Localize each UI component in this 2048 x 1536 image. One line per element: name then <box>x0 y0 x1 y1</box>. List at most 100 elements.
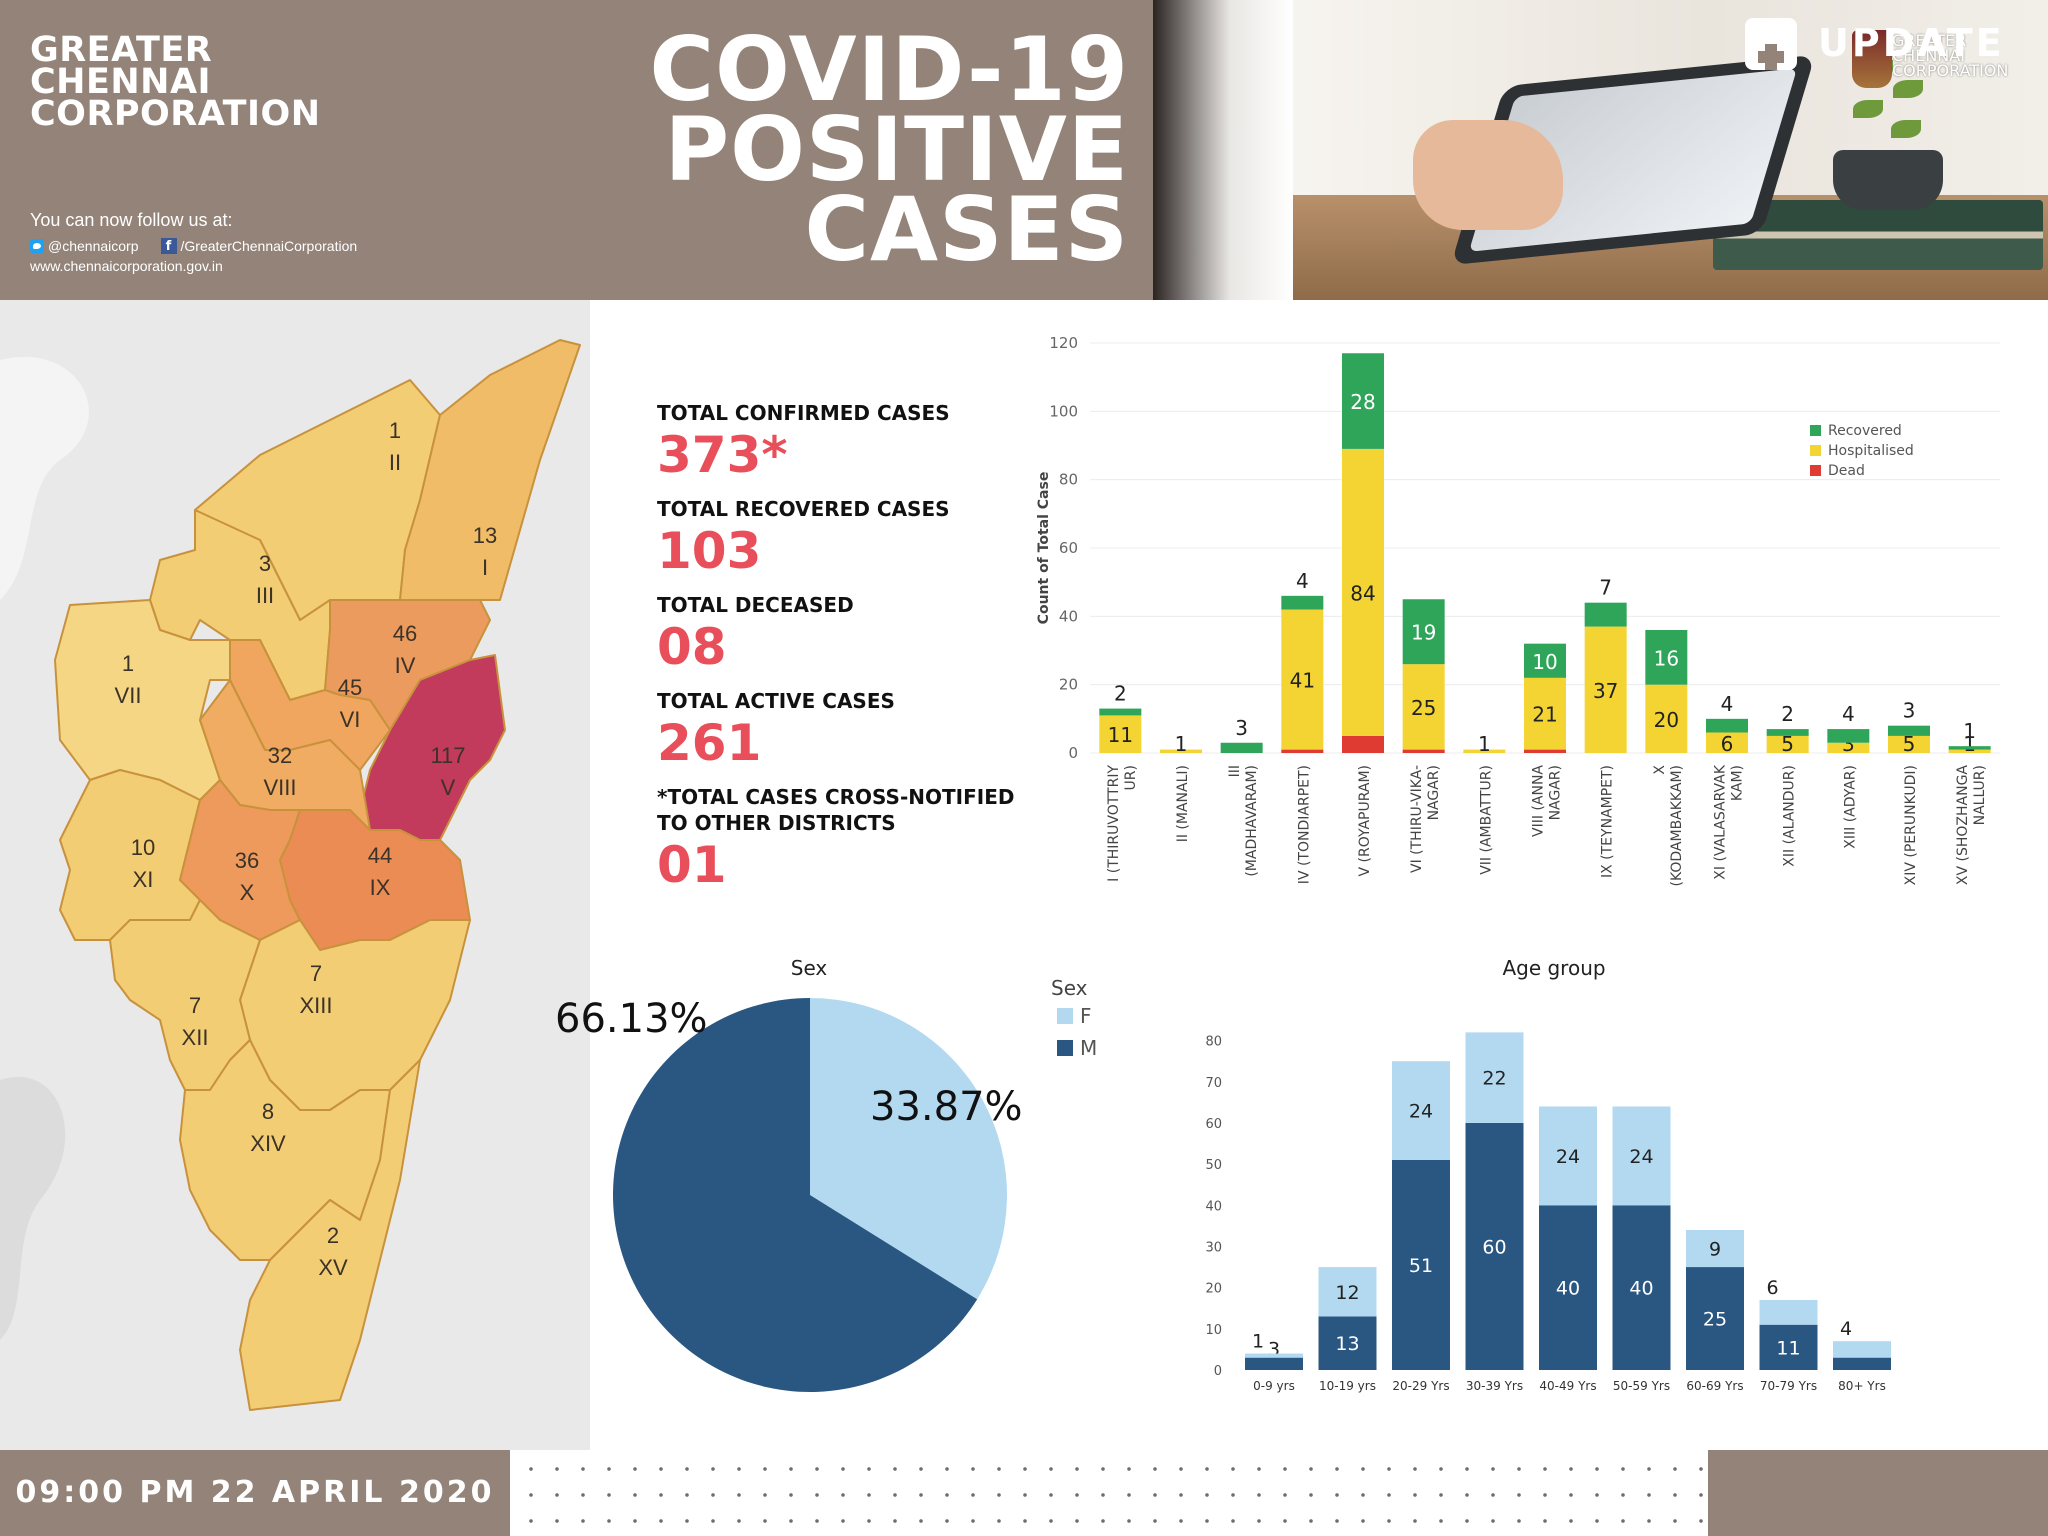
social-links: @chennaicorp f /GreaterChennaiCorporatio… <box>30 238 357 254</box>
stat-label-deceased: TOTAL DECEASED <box>657 593 854 617</box>
age-x-tick-label: 80+ Yrs <box>1838 1379 1886 1393</box>
y-tick-label: 60 <box>1059 539 1078 557</box>
age-bar-segment-m <box>1245 1357 1303 1370</box>
zone-label-XIII: 7 XIII <box>299 961 333 1018</box>
stat-label-confirmed: TOTAL CONFIRMED CASES <box>657 401 950 425</box>
age-bar-data-label: 6 <box>1766 1277 1778 1299</box>
x-tick-label-line: (MADHAVARAM) <box>1244 765 1260 877</box>
bar-segment-dead <box>1281 749 1324 753</box>
bar-segment-hospitalised <box>1645 684 1688 753</box>
bar-segment-recovered <box>1706 718 1748 733</box>
legend-swatch <box>1810 465 1821 476</box>
x-tick-label: XIII (ADYAR) <box>1842 765 1858 849</box>
bar-segment-dead <box>1342 735 1384 753</box>
bar-segment-hospitalised <box>1524 677 1566 750</box>
bar-segment-hospitalised <box>1766 735 1809 753</box>
bar-data-label: 16 <box>1654 646 1679 670</box>
bar-data-label: 1 <box>1175 732 1188 756</box>
zone-label-II: 1 II <box>388 418 402 475</box>
zone-label-XV: 2 XV <box>318 1223 348 1280</box>
bar-segment-recovered <box>1281 595 1324 610</box>
age-bar-data-label: 60 <box>1482 1236 1506 1258</box>
age-bar-segment-m <box>1318 1316 1377 1370</box>
x-tick-label-line: III <box>1227 765 1243 777</box>
bar-data-label: 84 <box>1350 581 1375 605</box>
twitter-icon <box>30 239 44 253</box>
age-bar-segment-f <box>1759 1300 1818 1325</box>
zone-map: 1 II 13 I 3 III 46 IV 1 VII 45 VI 117 V 32 VIII … <box>0 300 590 1450</box>
age-bar-segment-m <box>1392 1160 1450 1370</box>
bar-data-label: 28 <box>1350 390 1375 414</box>
age-bar-segment-f <box>1686 1230 1744 1268</box>
legend-swatch <box>1810 445 1821 456</box>
age-bar-data-label: 4 <box>1840 1318 1852 1340</box>
x-tick-label: X (KODAMBAKKAM) <box>1652 765 1685 887</box>
footer-update-panel <box>1708 1450 2048 1536</box>
x-tick-label-line: IX (TEYNAMPET) <box>1600 765 1616 878</box>
y-tick-label: 120 <box>1049 334 1078 352</box>
photo-pot <box>1833 150 1943 210</box>
pie-legend-title: Sex <box>1051 976 1088 1000</box>
x-tick-label-line: NAGAR) <box>1548 765 1564 820</box>
age-y-tick-label: 50 <box>1205 1158 1222 1173</box>
x-tick-label: IV (TONDIARPET) <box>1296 765 1312 884</box>
x-tick-label: VI (THIRU-VIKA- NAGAR) <box>1409 765 1442 873</box>
bar-data-label: 4 <box>1842 702 1855 726</box>
corporation-logo-text: GREATER CHENNAI CORPORATION <box>1892 31 2009 80</box>
stat-value-cross-notified: 01 <box>657 836 727 894</box>
x-tick-label-line: UR) <box>1123 765 1139 790</box>
age-y-tick-label: 60 <box>1205 1117 1222 1132</box>
x-tick-label-line: XV (SHOZHANGA <box>1955 765 1971 886</box>
bar-segment-hospitalised <box>1463 749 1506 753</box>
bar-segment-hospitalised <box>1888 735 1930 753</box>
header-banner: GREATER CHENNAI CORPORATION You can now … <box>0 0 1153 300</box>
bar-data-label: 21 <box>1532 703 1557 727</box>
age-bar-segment-m <box>1833 1357 1891 1370</box>
stat-value-recovered: 103 <box>657 522 762 580</box>
age-x-tick-label: 30-39 Yrs <box>1466 1379 1523 1393</box>
bar-data-label: 2 <box>1114 682 1127 706</box>
x-tick-label: XIV (PERUNKUDI) <box>1903 765 1919 885</box>
y-axis-label: Count of Total Case <box>1036 472 1052 625</box>
age-bar-data-label: 24 <box>1629 1146 1653 1168</box>
stat-value-deceased: 08 <box>657 618 727 676</box>
pie-slice-m <box>613 998 978 1392</box>
x-tick-label-line: VII (AMBATTUR) <box>1478 765 1494 875</box>
sex-pie-svg: Sex 33.87% 66.13% Sex FM <box>555 956 1097 1392</box>
bar-data-label: 11 <box>1108 723 1133 747</box>
age-bar-data-label: 11 <box>1776 1337 1800 1359</box>
y-tick-label: 40 <box>1059 607 1078 625</box>
age-bar-segment-f <box>1392 1061 1450 1160</box>
sex-pie-chart: Sex 33.87% 66.13% Sex F M <box>530 950 1120 1430</box>
bar-segment-hospitalised <box>1281 609 1324 750</box>
bar-segment-recovered <box>1888 725 1930 736</box>
header-photo <box>1153 0 2048 300</box>
website-link[interactable]: www.chennaicorporation.gov.in <box>30 258 223 274</box>
x-tick-label: VII (AMBATTUR) <box>1478 765 1494 875</box>
summary-stats: TOTAL CONFIRMED CASES 373* TOTAL RECOVER… <box>657 400 1017 906</box>
age-x-tick-label: 0-9 yrs <box>1253 1379 1295 1393</box>
x-tick-label: XII (ALANDUR) <box>1782 765 1798 867</box>
age-bar-data-label: 9 <box>1709 1239 1721 1261</box>
zone-label-I: 13 I <box>472 523 498 580</box>
facebook-link[interactable]: f /GreaterChennaiCorporation <box>160 238 357 254</box>
zone-label-X: 36 X <box>234 848 260 905</box>
bar-segment-recovered <box>1827 729 1870 743</box>
age-bar-segment-f <box>1612 1106 1671 1206</box>
bar-segment-recovered <box>1584 602 1627 627</box>
age-y-tick-label: 70 <box>1205 1076 1222 1091</box>
zone-label-XII: 7 XII <box>181 993 209 1050</box>
pie-title: Sex <box>791 956 828 980</box>
age-x-tick-label: 50-59 Yrs <box>1613 1379 1670 1393</box>
age-y-tick-label: 0 <box>1214 1364 1222 1379</box>
stat-label-active: TOTAL ACTIVE CASES <box>657 689 895 713</box>
bar-segment-recovered <box>1402 599 1445 665</box>
age-bar-segment-m <box>1539 1205 1597 1370</box>
zone-label-XI: 10 XI <box>130 835 156 892</box>
bar-segment-recovered <box>1948 746 1991 750</box>
twitter-link[interactable]: @chennaicorp <box>30 238 139 254</box>
pie-legend-label: F <box>1080 1004 1092 1028</box>
x-tick-label-line: II (MANALI) <box>1175 765 1191 842</box>
bar-data-label: 20 <box>1654 708 1679 732</box>
